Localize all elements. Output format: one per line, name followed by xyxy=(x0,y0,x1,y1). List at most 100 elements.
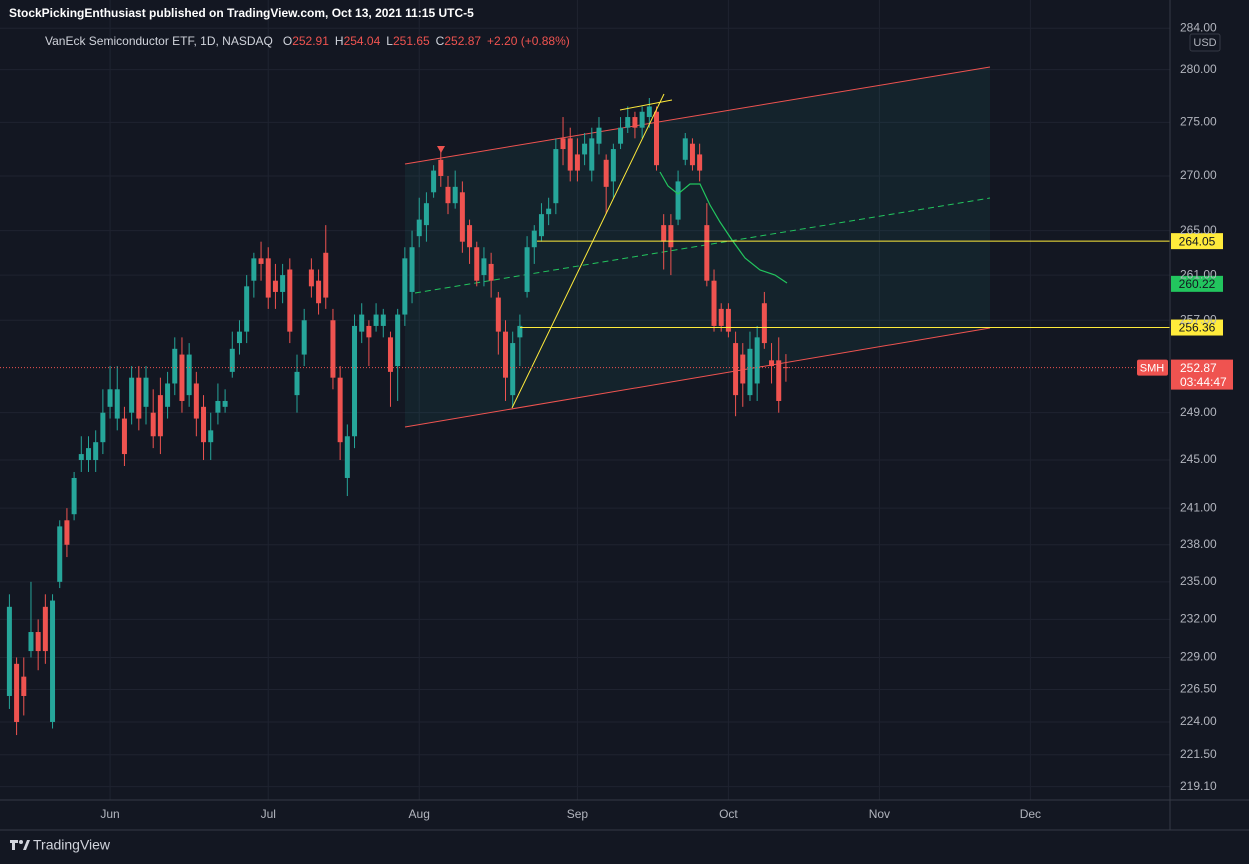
candle-body xyxy=(747,348,753,396)
candle-body xyxy=(193,383,199,419)
x-tick-label: Dec xyxy=(1020,807,1041,821)
candle-body xyxy=(740,354,746,384)
candle-body xyxy=(754,337,760,384)
legend-key: C xyxy=(436,34,445,48)
candle-body xyxy=(445,186,451,204)
candle-body xyxy=(337,377,343,443)
candle-body xyxy=(603,159,609,187)
candle-body xyxy=(201,406,207,443)
y-tick-label: 226.50 xyxy=(1180,682,1217,696)
candle-body xyxy=(28,632,34,652)
publisher: StockPickingEnthusiast published on Trad… xyxy=(9,6,474,20)
legend-value: 251.65 xyxy=(393,34,430,48)
candle-body xyxy=(639,111,645,128)
ohlc-legend: VanEck Semiconductor ETF, 1D, NASDAQ O252… xyxy=(45,34,570,48)
candle-body xyxy=(524,247,530,292)
candle-body xyxy=(625,117,631,128)
symbol-label: SMH xyxy=(1140,363,1165,375)
y-tick-label: 241.00 xyxy=(1180,500,1217,514)
y-tick-label: 238.00 xyxy=(1180,537,1217,551)
candle-body xyxy=(107,389,113,407)
y-tick-label: 219.10 xyxy=(1180,779,1217,793)
candle-body xyxy=(769,360,775,367)
candle-body xyxy=(431,170,437,193)
candle-body xyxy=(783,367,789,369)
candle-body xyxy=(35,632,41,652)
candle-body xyxy=(165,383,171,407)
candle-body xyxy=(85,448,91,461)
candle-body xyxy=(323,252,329,298)
candle-body xyxy=(294,371,300,396)
candle-body xyxy=(157,395,163,437)
candle-body xyxy=(560,138,566,150)
level-label: 256.36 xyxy=(1179,321,1216,335)
candle-body xyxy=(582,143,588,155)
trend-line-top xyxy=(619,99,673,111)
price-label: 252.87 xyxy=(1180,361,1217,375)
candle-body xyxy=(395,314,401,367)
candle-body xyxy=(301,320,307,355)
candle-body xyxy=(172,348,178,384)
candle-body xyxy=(423,203,429,226)
candle-body xyxy=(366,325,372,338)
candle-body xyxy=(308,269,314,287)
ma-tag xyxy=(1171,275,1223,292)
price-tag xyxy=(1171,359,1233,390)
currency-box xyxy=(1189,33,1221,52)
candle-body xyxy=(64,520,70,545)
y-tick-label: 261.00 xyxy=(1180,267,1217,281)
candle-body xyxy=(387,337,393,372)
legend-value: 252.91 xyxy=(292,34,329,48)
candle-body xyxy=(416,219,422,237)
x-tick-label: Aug xyxy=(409,807,430,821)
marker xyxy=(437,146,445,153)
y-tick-label: 245.00 xyxy=(1180,452,1217,466)
x-tick-label: Sep xyxy=(567,807,589,821)
y-tick-label: 221.50 xyxy=(1180,747,1217,761)
candle-body xyxy=(646,106,652,118)
brand: TradingView xyxy=(33,837,111,853)
candle-body xyxy=(244,286,250,332)
candle-body xyxy=(725,308,731,332)
candle-body xyxy=(143,377,149,407)
y-tick-label: 249.00 xyxy=(1180,405,1217,419)
candle-body xyxy=(352,325,358,437)
candle-body xyxy=(682,138,688,160)
legend-value: 254.04 xyxy=(344,34,381,48)
legend-key: O xyxy=(283,34,292,48)
y-tick-label: 280.00 xyxy=(1180,62,1217,76)
y-tick-label: 284.00 xyxy=(1180,20,1217,34)
candle-body xyxy=(136,377,142,419)
candle-body xyxy=(618,127,624,144)
moving-average xyxy=(659,171,788,284)
y-tick-label: 229.00 xyxy=(1180,650,1217,664)
countdown-label: 03:44:47 xyxy=(1180,375,1227,389)
candle-body xyxy=(150,412,156,437)
candle-body xyxy=(21,676,27,696)
legend-key: L xyxy=(386,34,393,48)
candle-body xyxy=(589,138,595,171)
channel-top xyxy=(404,66,991,165)
y-tick-label: 235.00 xyxy=(1180,574,1217,588)
candle-body xyxy=(6,606,12,696)
legend-change: +2.20 (+0.88%) xyxy=(487,34,570,48)
candle-body xyxy=(78,454,84,461)
candle-body xyxy=(538,214,544,237)
symbol-tag xyxy=(1137,359,1168,376)
candle-body xyxy=(100,412,106,443)
candle-body xyxy=(531,230,537,248)
candle-body xyxy=(675,181,681,220)
candle-body xyxy=(229,348,235,372)
candle-body xyxy=(344,436,350,478)
candle-body xyxy=(632,117,638,128)
candle-body xyxy=(567,138,573,171)
candle-body xyxy=(93,442,99,461)
candle-body xyxy=(481,258,487,276)
candle-body xyxy=(186,354,192,396)
candle-body xyxy=(208,430,214,443)
candle-body xyxy=(215,400,221,413)
candle-body xyxy=(121,418,127,455)
candle-body xyxy=(57,526,63,582)
